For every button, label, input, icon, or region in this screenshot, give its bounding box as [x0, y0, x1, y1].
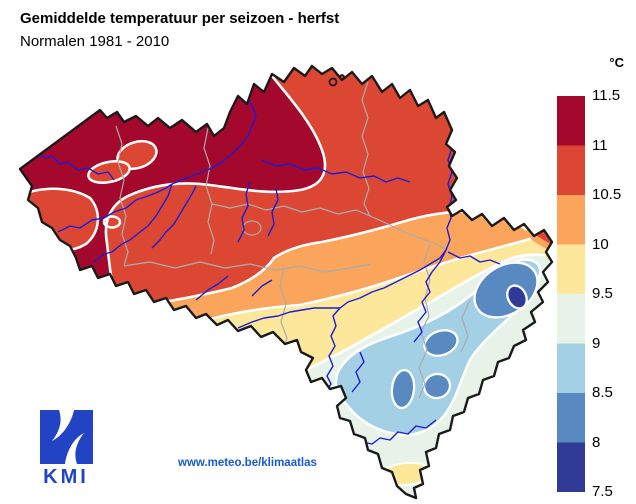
- legend-colorbar: [557, 96, 585, 492]
- band-7-5-to-8-pocket: [506, 284, 528, 310]
- legend-swatch-8-5-to-9: [557, 343, 585, 393]
- legend-tick-11: 11: [592, 136, 608, 154]
- province-borders: [115, 81, 471, 399]
- legend-tick-11-5: 11.5: [592, 87, 621, 104]
- climate-atlas-url-link[interactable]: www.meteo.be/klimaatlas: [178, 457, 317, 469]
- page-subtitle: Normalen 1981 - 2010: [20, 33, 170, 50]
- legend-tick-8-5: 8.5: [592, 384, 613, 401]
- legend-swatch-10-5-to-11: [557, 145, 585, 195]
- legend-tick-8: 8: [592, 433, 601, 451]
- legend-tick-10: 10: [592, 235, 609, 253]
- legend-tick-9: 9: [592, 334, 601, 352]
- legend-tick-7-5: 7.5: [592, 483, 613, 500]
- legend-swatch-9-to-9-5: [557, 294, 585, 344]
- legend-swatch-9-5-to-10: [557, 244, 585, 294]
- kmi-logo-icon: [40, 410, 93, 464]
- legend-swatch-8-to-8-5: [557, 393, 585, 443]
- legend-unit-label: °C: [609, 55, 624, 70]
- legend-swatch-10-to-10-5: [557, 195, 585, 245]
- page-title: Gemiddelde temperatuur per seizoen - her…: [20, 10, 340, 27]
- temperature-bands: [20, 66, 552, 498]
- kmi-logo-text: KMI: [43, 466, 89, 488]
- legend-tick-9-5: 9.5: [592, 285, 613, 302]
- baarle-hertog-enclave: [328, 74, 345, 87]
- legend-swatch-7-5-to-8: [557, 442, 585, 492]
- legend-tick-10-5: 10.5: [592, 186, 622, 203]
- legend-swatch-11-to-11-5: [557, 96, 585, 146]
